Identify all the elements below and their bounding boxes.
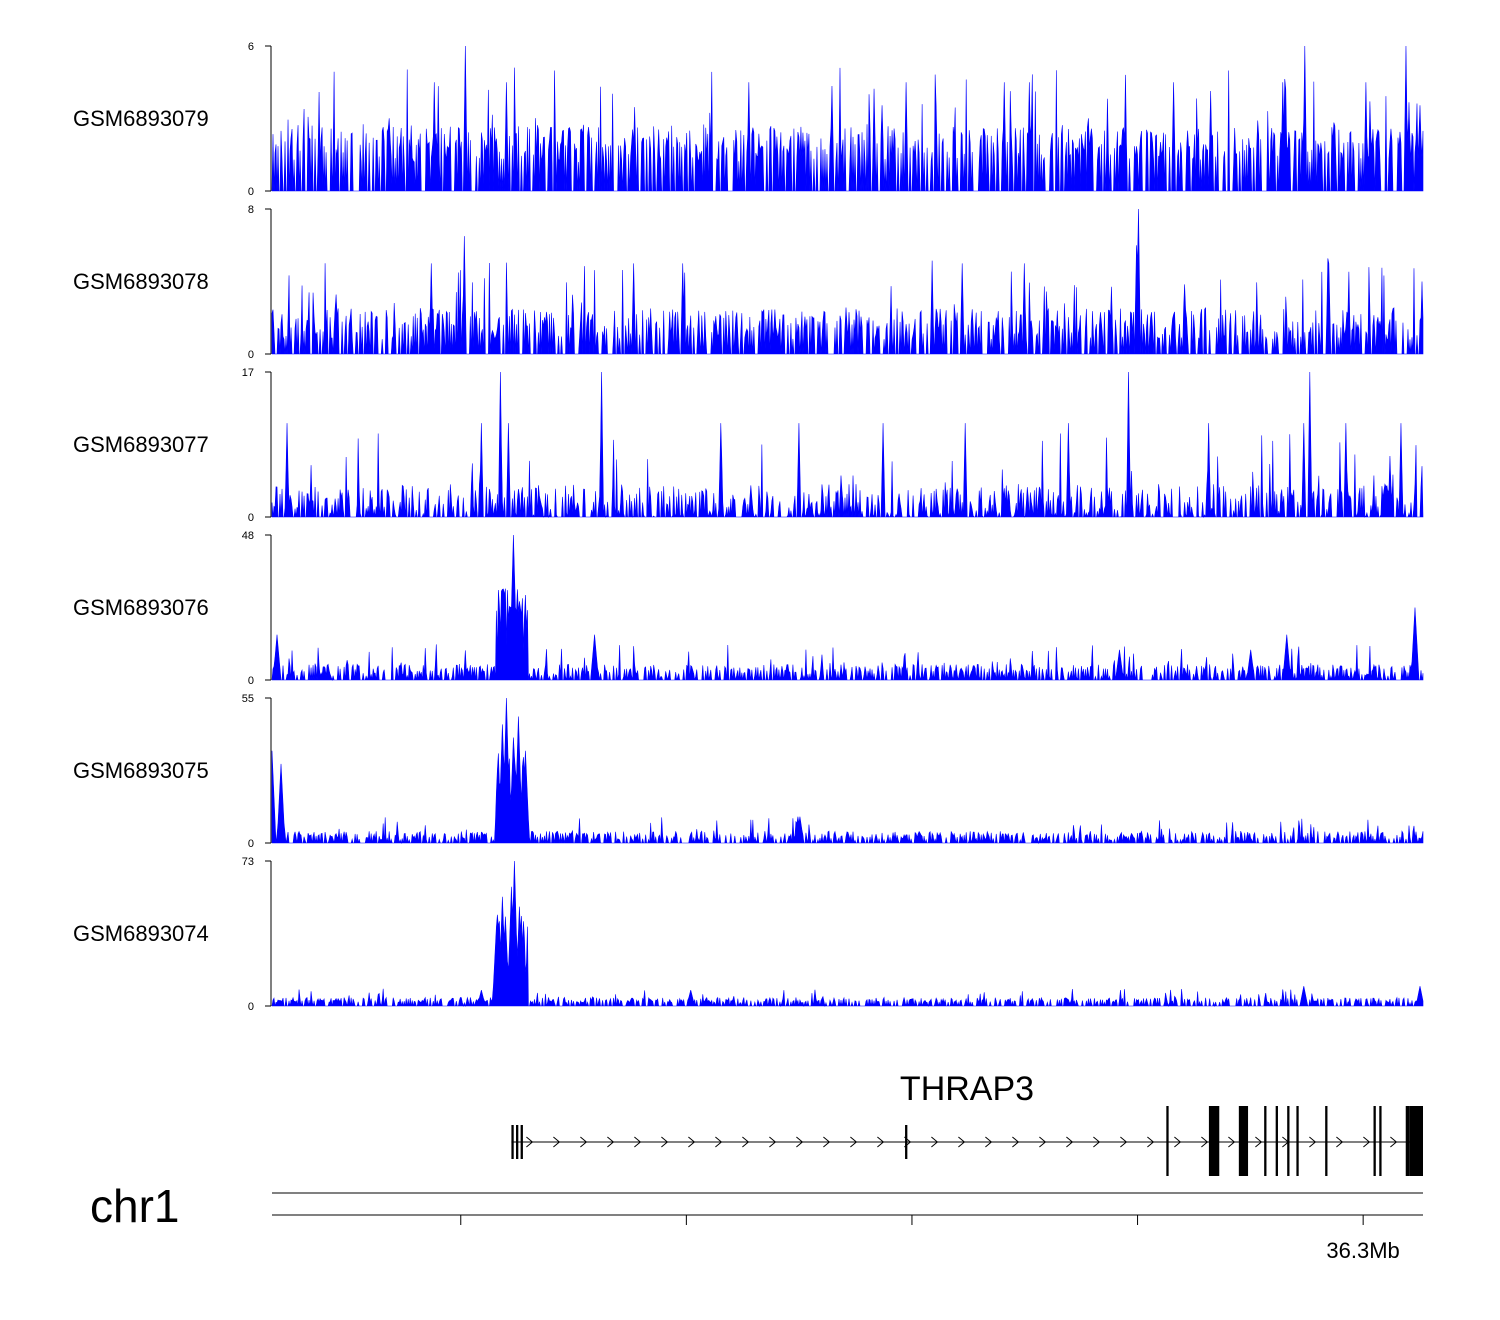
exon [1296,1106,1299,1176]
strand-arrow [1309,1136,1317,1148]
track-GSM6893074: GSM6893074 73 0 [73,856,1424,1013]
exon [1405,1106,1410,1176]
exon [520,1125,523,1159]
gene-track: THRAP3 [511,1070,1423,1176]
exon [1379,1106,1382,1176]
track-label: GSM6893074 [73,921,209,946]
y-tick-label-max: 55 [242,693,254,705]
strand-arrow [688,1136,696,1148]
strand-arrow [526,1136,534,1148]
track-GSM6893075: GSM6893075 55 0 [73,693,1424,850]
track-label: GSM6893079 [73,106,209,131]
strand-arrow [1390,1136,1398,1148]
y-tick-label-min: 0 [248,186,254,198]
exon [1409,1106,1423,1176]
y-tick-label-max: 73 [242,856,254,868]
y-tick-label-min: 0 [248,1001,254,1013]
strand-arrow [796,1136,804,1148]
strand-arrow [1093,1136,1101,1148]
coverage-area [271,371,1424,519]
y-tick-label-min: 0 [248,512,254,524]
strand-arrow [1039,1136,1047,1148]
strand-arrow [958,1136,966,1148]
gene-name-label: THRAP3 [900,1070,1034,1108]
coverage-area [271,45,1424,192]
exon [516,1125,519,1159]
gene-model-THRAP3 [511,1106,1423,1176]
chromosome-axis: chr1 36.3Mb [90,1180,1423,1263]
track-label: GSM6893078 [73,269,209,294]
exon [511,1125,514,1159]
coverage-area [271,534,1424,682]
strand-arrow [1336,1136,1344,1148]
y-tick-label-min: 0 [248,838,254,850]
track-label: GSM6893075 [73,758,209,783]
strand-arrow [1120,1136,1128,1148]
exon [1373,1106,1376,1176]
coverage-area [271,208,1424,355]
exon [905,1125,908,1159]
chromosome-label: chr1 [90,1180,179,1232]
strand-arrow [1012,1136,1020,1148]
strand-arrow [634,1136,642,1148]
coverage-area [271,697,1424,845]
strand-arrow [715,1136,723,1148]
strand-arrow [1066,1136,1074,1148]
strand-arrow [580,1136,588,1148]
strand-arrow [607,1136,615,1148]
track-GSM6893078: GSM6893078 8 0 [73,204,1424,361]
strand-arrow [1363,1136,1371,1148]
strand-arrow [1228,1136,1236,1148]
strand-arrow [742,1136,750,1148]
strand-arrow [877,1136,885,1148]
y-tick-label-max: 17 [242,367,254,379]
strand-arrow [850,1136,858,1148]
y-tick-label-max: 48 [242,530,254,542]
track-label: GSM6893077 [73,432,209,457]
strand-arrow [1255,1136,1263,1148]
strand-arrow [661,1136,669,1148]
coverage-area [271,860,1424,1008]
y-tick-label-max: 6 [248,41,254,53]
track-GSM6893077: GSM6893077 17 0 [73,367,1424,524]
axis-position-label: 36.3Mb [1326,1238,1399,1263]
y-tick-label-min: 0 [248,675,254,687]
exon [1238,1106,1249,1176]
y-tick-label-min: 0 [248,349,254,361]
exon [1264,1106,1267,1176]
axis-ticks [460,1215,1364,1225]
coverage-tracks: GSM689307960GSM689307880GSM6893077170GSM… [73,41,1424,1013]
track-label: GSM6893076 [73,595,209,620]
exon [1208,1106,1220,1176]
exon [1166,1106,1169,1176]
strand-arrow [823,1136,831,1148]
strand-arrow [985,1136,993,1148]
strand-arrow [1201,1136,1209,1148]
strand-arrow [769,1136,777,1148]
strand-arrow [931,1136,939,1148]
exon [1275,1106,1278,1176]
exon [1287,1106,1290,1176]
track-GSM6893076: GSM6893076 48 0 [73,530,1424,687]
y-tick-label-max: 8 [248,204,254,216]
track-GSM6893079: GSM6893079 6 0 [73,41,1424,198]
strand-arrow [1174,1136,1182,1148]
exon [1325,1106,1328,1176]
strand-arrow [553,1136,561,1148]
strand-arrow [1147,1136,1155,1148]
